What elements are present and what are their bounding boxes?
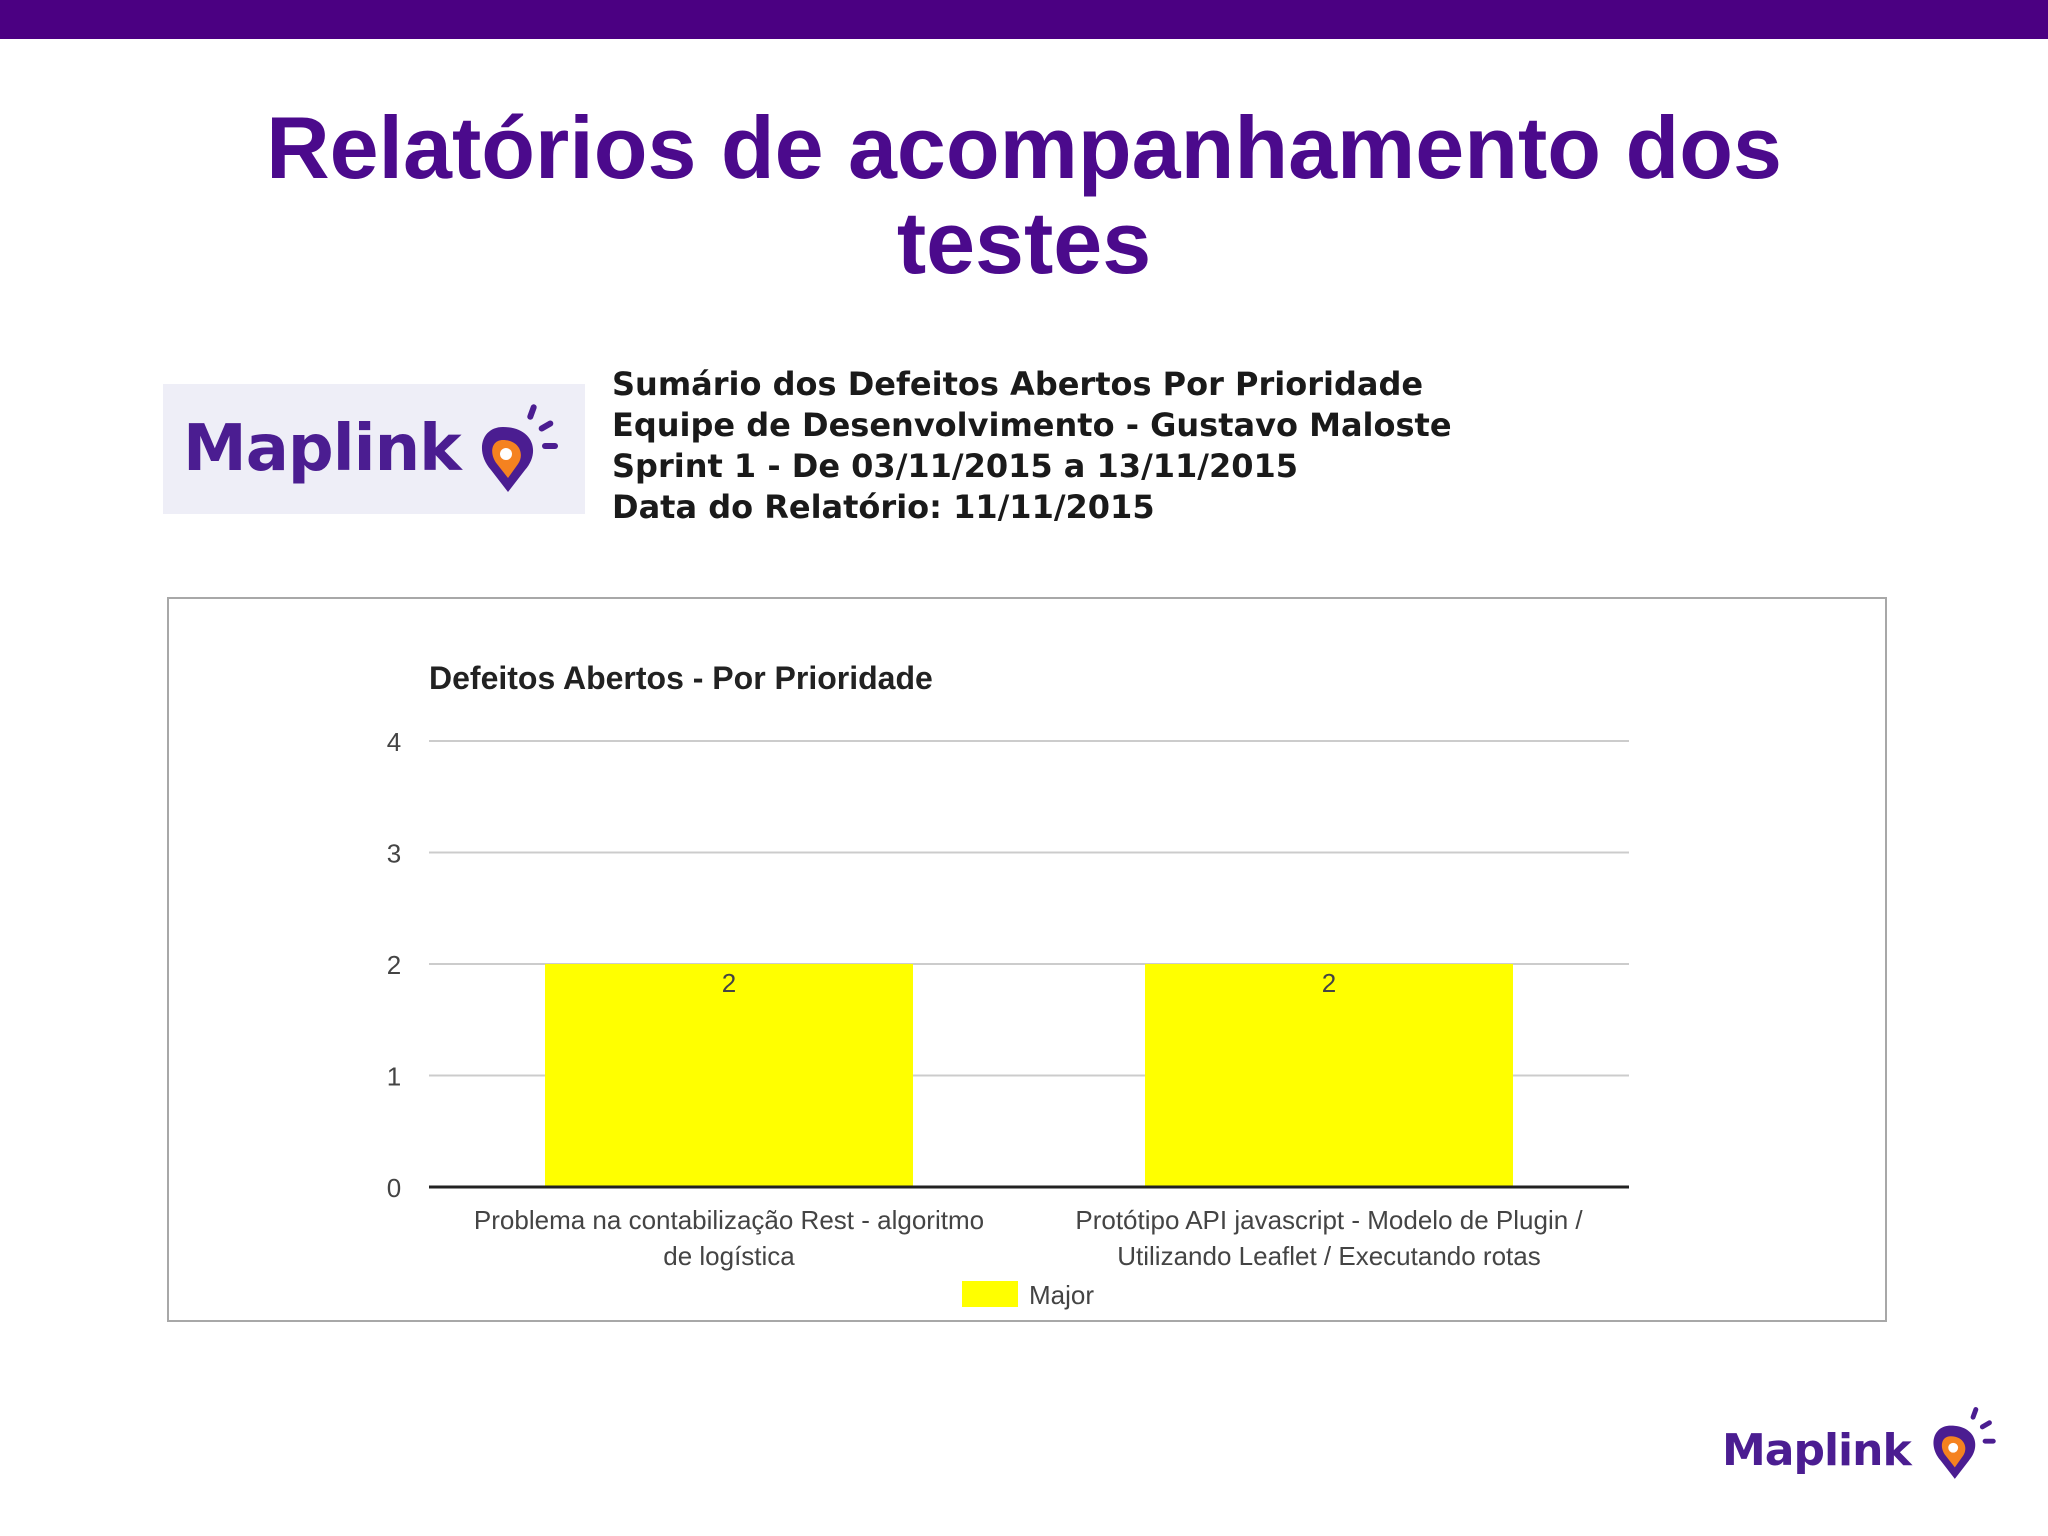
y-tick-label: 2 bbox=[387, 950, 401, 980]
y-tick-label: 0 bbox=[387, 1173, 401, 1203]
maplink-logo: Maplink bbox=[163, 384, 585, 514]
y-tick-label: 1 bbox=[387, 1062, 401, 1092]
y-tick-label: 3 bbox=[387, 839, 401, 869]
report-sprint: Sprint 1 - De 03/11/2015 a 13/11/2015 bbox=[612, 447, 1299, 485]
report-summary: Sumário dos Defeitos Abertos Por Priorid… bbox=[612, 364, 1452, 528]
bar-major bbox=[1145, 964, 1513, 1187]
report-team: Equipe de Desenvolvimento - Gustavo Malo… bbox=[612, 406, 1452, 444]
bar-major bbox=[545, 964, 913, 1187]
legend-label-major: Major bbox=[1029, 1280, 1094, 1310]
footer-logo-wordmark: Maplink bbox=[1722, 1425, 1912, 1476]
logo-wordmark: Maplink bbox=[183, 412, 462, 486]
y-tick-label: 4 bbox=[387, 727, 401, 757]
report-date: Data do Relatório: 11/11/2015 bbox=[612, 488, 1155, 526]
chart-title: Defeitos Abertos - Por Prioridade bbox=[429, 660, 933, 696]
top-accent-bar bbox=[0, 0, 2048, 39]
x-category-label: de logística bbox=[663, 1241, 795, 1271]
footer-maplink-logo: Maplink bbox=[1718, 1395, 2008, 1495]
defects-chart-panel: Defeitos Abertos - Por Prioridade 0 1 2 3 4 2 P… bbox=[167, 597, 1887, 1322]
bar-data-label: 2 bbox=[722, 968, 736, 998]
bar-data-label: 2 bbox=[1322, 968, 1336, 998]
x-category-label: Problema na contabilização Rest - algori… bbox=[474, 1205, 984, 1235]
x-category-label: Protótipo API javascript - Modelo de Plu… bbox=[1075, 1205, 1583, 1235]
slide-title-line-1: Relatórios de acompanhamento dos bbox=[266, 98, 1782, 197]
slide-title: Relatórios de acompanhamento dos testes bbox=[0, 100, 2048, 290]
footer-map-pin-icon bbox=[1933, 1407, 1996, 1479]
x-category-label: Utilizando Leaflet / Executando rotas bbox=[1117, 1241, 1540, 1271]
defects-bar-chart: Defeitos Abertos - Por Prioridade 0 1 2 3 4 2 P… bbox=[387, 660, 1629, 1310]
map-pin-icon bbox=[481, 404, 558, 492]
slide-title-line-2: testes bbox=[896, 193, 1152, 292]
legend-swatch-major bbox=[962, 1281, 1018, 1307]
report-title: Sumário dos Defeitos Abertos Por Priorid… bbox=[612, 365, 1424, 403]
